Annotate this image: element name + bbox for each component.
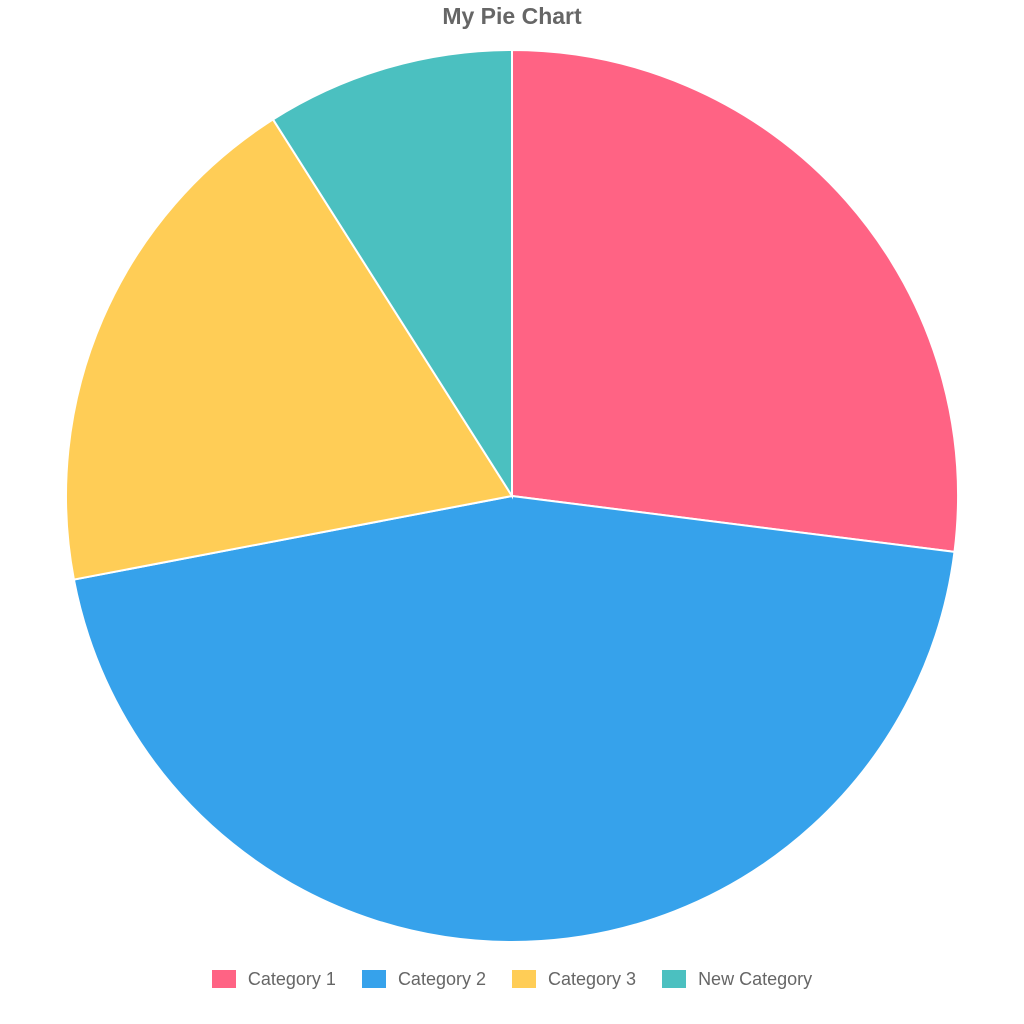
legend-label: Category 1 <box>247 968 336 989</box>
legend-item-category-1[interactable]: Category 1 <box>211 968 336 990</box>
legend: Category 1 Category 2 Category 3 New Cat… <box>0 965 1024 993</box>
legend-item-category-2[interactable]: Category 2 <box>361 968 486 990</box>
legend-label: Category 3 <box>548 968 637 989</box>
pie-slice-new-category[interactable] <box>271 48 513 500</box>
legend-item-new-category[interactable]: New Category <box>662 969 812 990</box>
legend-swatch <box>512 970 536 988</box>
pie-slice-category-3[interactable] <box>65 118 514 581</box>
pie-slice-category-1[interactable] <box>511 48 959 554</box>
legend-label: Category 2 <box>397 968 486 989</box>
pie-slices <box>65 48 959 943</box>
legend-swatch <box>662 970 687 988</box>
chart-title: My Pie Chart <box>442 3 582 29</box>
legend-item-category-3[interactable]: Category 3 <box>512 969 636 990</box>
legend-swatch <box>211 970 236 988</box>
legend-swatch <box>361 970 386 988</box>
pie-slice-category-2[interactable] <box>72 494 956 943</box>
legend-label: New Category <box>698 968 813 989</box>
